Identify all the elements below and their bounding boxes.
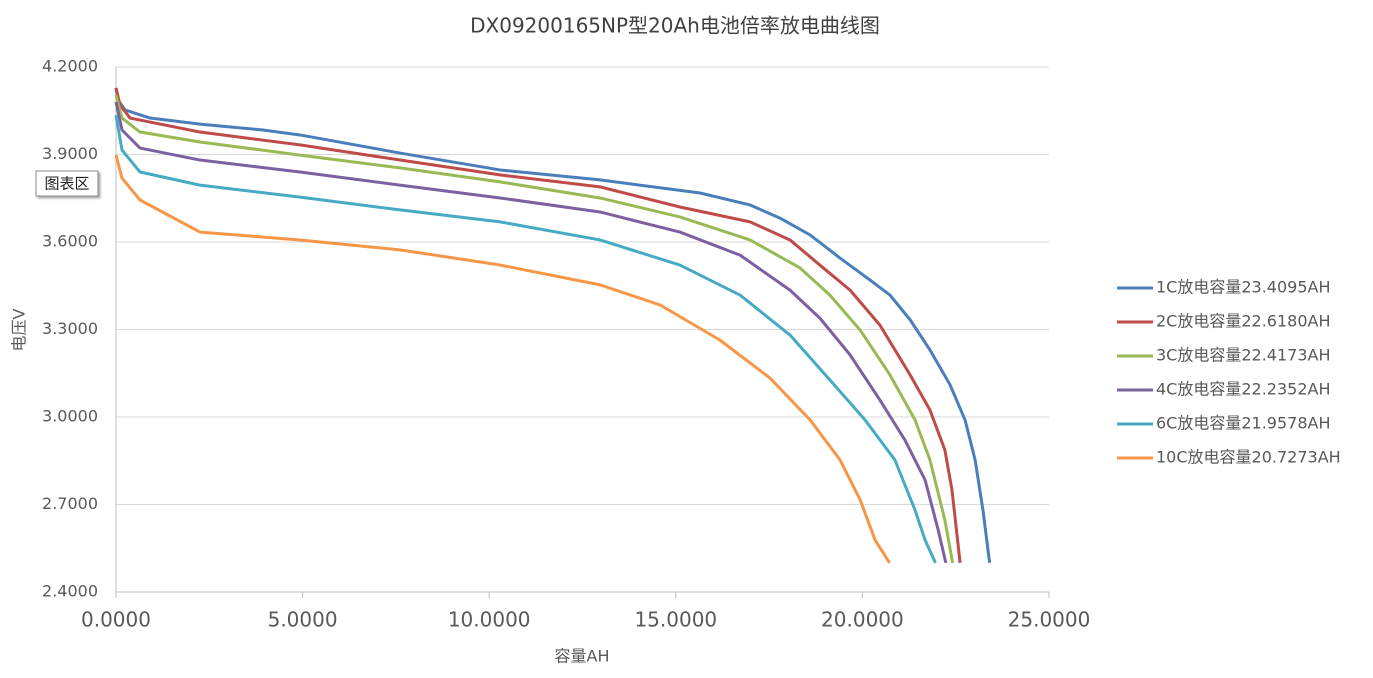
x-tick-label: 25.0000	[1008, 608, 1091, 632]
y-tick-label: 2.7000	[42, 494, 98, 513]
legend-label: 2C放电容量22.6180AH	[1156, 312, 1331, 331]
tooltip-text: 图表区	[44, 175, 89, 193]
x-tick-label: 5.0000	[268, 608, 338, 632]
x-tick-label: 10.0000	[448, 608, 531, 632]
y-tick-label: 2.4000	[42, 582, 98, 601]
tooltip: 图表区	[35, 170, 99, 197]
legend-label: 1C放电容量23.4095AH	[1156, 278, 1331, 297]
y-tick-label: 3.3000	[42, 319, 98, 338]
legend-label: 6C放电容量21.9578AH	[1156, 414, 1331, 433]
tooltip-box	[35, 170, 99, 197]
line-series	[114, 101, 948, 564]
x-tick-label: 20.0000	[821, 608, 904, 632]
y-axis-label: 电压V	[10, 308, 29, 351]
y-tick-label: 3.6000	[42, 232, 98, 251]
legend-label: 4C放电容量22.2352AH	[1156, 380, 1331, 399]
line-series	[114, 154, 891, 564]
line-series	[114, 114, 937, 564]
x-tick-label: 15.0000	[634, 608, 717, 632]
legend-label: 10C放电容量20.7273AH	[1156, 448, 1341, 467]
y-tick-label: 3.9000	[42, 144, 98, 163]
y-tick-label: 4.2000	[42, 57, 98, 76]
line-series	[114, 87, 962, 563]
chart-title: DX09200165NP型20Ah电池倍率放电曲线图	[470, 14, 880, 38]
line-series	[114, 87, 992, 564]
x-tick-label: 0.0000	[81, 608, 151, 632]
y-tick-label: 3.0000	[42, 407, 98, 426]
x-axis-label: 容量AH	[555, 647, 610, 666]
line-series	[114, 94, 955, 564]
legend-label: 3C放电容量22.4173AH	[1156, 346, 1331, 365]
